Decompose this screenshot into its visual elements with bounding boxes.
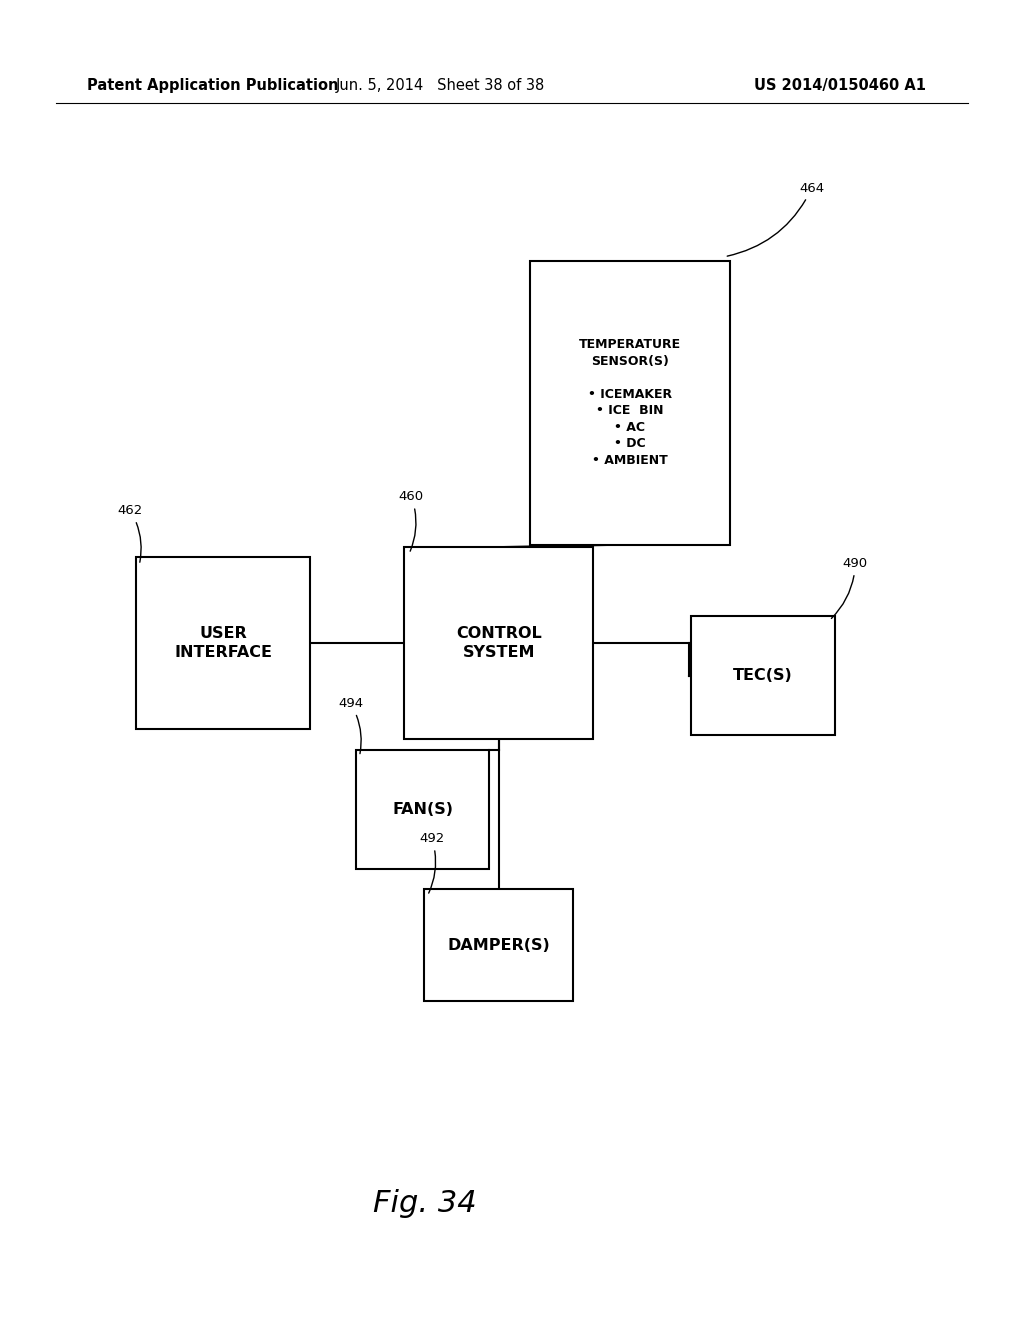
Text: 490: 490 (831, 557, 868, 619)
Text: 464: 464 (727, 182, 824, 256)
Text: 494: 494 (338, 697, 364, 754)
Text: 462: 462 (118, 504, 143, 562)
Bar (530, 261, 729, 545)
Bar (424, 890, 573, 1001)
Bar (136, 557, 310, 729)
Text: Fig. 34: Fig. 34 (373, 1189, 477, 1218)
Bar (356, 750, 489, 869)
Text: USER
INTERFACE: USER INTERFACE (174, 626, 272, 660)
Text: US 2014/0150460 A1: US 2014/0150460 A1 (754, 78, 926, 94)
Text: TEC(S): TEC(S) (733, 668, 793, 684)
Bar (691, 616, 835, 735)
Bar (403, 546, 593, 739)
Text: FAN(S): FAN(S) (392, 801, 454, 817)
Text: DAMPER(S): DAMPER(S) (447, 937, 550, 953)
Text: Jun. 5, 2014   Sheet 38 of 38: Jun. 5, 2014 Sheet 38 of 38 (336, 78, 545, 94)
Text: Patent Application Publication: Patent Application Publication (87, 78, 339, 94)
Text: 460: 460 (398, 491, 424, 552)
Text: TEMPERATURE
SENSOR(S)

• ICEMAKER
• ICE  BIN
• AC
• DC
• AMBIENT: TEMPERATURE SENSOR(S) • ICEMAKER • ICE B… (579, 338, 681, 467)
Text: CONTROL
SYSTEM: CONTROL SYSTEM (456, 626, 542, 660)
Text: 492: 492 (420, 833, 444, 894)
